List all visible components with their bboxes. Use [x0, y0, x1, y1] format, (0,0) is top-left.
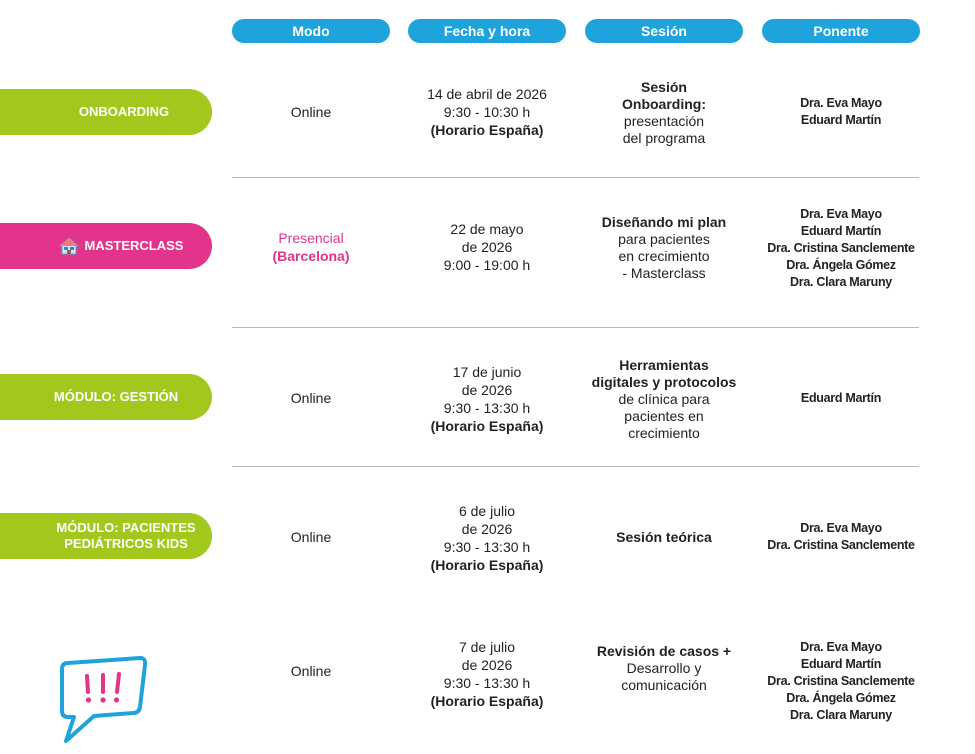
- sesion-cell: Herramientas digitales y protocolos de c…: [585, 355, 743, 443]
- row-label-line: PEDIÁTRICOS KIDS: [64, 536, 188, 551]
- modo-cell: Online: [232, 659, 390, 683]
- row-label-line: MÓDULO: PACIENTES: [56, 520, 196, 535]
- ponente-cell: Dra. Eva Mayo Eduard Martín Dra. Cristin…: [762, 637, 920, 725]
- ponente-name: Dra. Cristina Sanclemente: [767, 240, 915, 255]
- header-modo: Modo: [232, 19, 390, 43]
- fecha-line: de 2026: [461, 382, 513, 398]
- sesion-line: - Masterclass: [622, 265, 706, 281]
- ponente-name: Dra. Eva Mayo: [800, 521, 882, 535]
- row-label-masterclass: MASTERCLASS: [0, 223, 212, 269]
- sesion-cell: Revisión de casos + Desarrollo y comunic…: [585, 639, 743, 697]
- modo-cell: Online: [232, 386, 390, 410]
- fecha-line: de 2026: [461, 657, 513, 673]
- ponente-name: Eduard Martín: [800, 390, 882, 405]
- fecha-line: 14 de abril de 2026: [427, 86, 547, 102]
- fecha-line: (Horario España): [430, 557, 544, 573]
- sesion-line: Desarrollo y: [626, 659, 702, 676]
- modo-text: Online: [290, 104, 332, 120]
- ponente-name: Dra. Clara Maruny: [790, 707, 892, 722]
- ponente-cell: Dra. Eva Mayo Eduard Martín Dra. Cristin…: [762, 204, 920, 292]
- ponente-cell: Dra. Eva Mayo Eduard Martín: [762, 94, 920, 130]
- row-label-onboarding: ONBOARDING: [0, 89, 212, 135]
- speech-bubble-alert-icon: [54, 655, 150, 745]
- ponente-name: Dra. Eva Mayo: [800, 639, 882, 654]
- fecha-line: 9:30 - 13:30 h: [443, 675, 531, 691]
- fecha-line: 17 de junio: [452, 364, 522, 380]
- fecha-line: 9:00 - 19:00 h: [443, 257, 531, 273]
- sesion-line: Herramientas: [619, 356, 709, 373]
- row-label-text: MÓDULO: PACIENTES PEDIÁTRICOS KIDS: [56, 520, 195, 552]
- fecha-cell: 22 de mayo de 2026 9:00 - 19:00 h: [408, 219, 566, 275]
- fecha-line: (Horario España): [430, 418, 544, 434]
- ponente-name: Eduard Martín: [800, 113, 882, 127]
- ponente-name: Dra. Ángela Gómez: [786, 690, 896, 705]
- ponente-cell: Eduard Martín: [762, 389, 920, 407]
- fecha-line: de 2026: [461, 521, 513, 537]
- sesion-line: digitales y protocolos: [591, 373, 737, 390]
- ponente-name: Dra. Clara Maruny: [790, 274, 892, 289]
- fecha-line: 9:30 - 13:30 h: [443, 400, 531, 416]
- ponente-cell: Dra. Eva Mayo Dra. Cristina Sanclemente: [762, 519, 920, 555]
- fecha-line: (Horario España): [430, 693, 544, 709]
- fecha-line: 7 de julio: [458, 639, 516, 655]
- header-fecha: Fecha y hora: [408, 19, 566, 43]
- fecha-line: 22 de mayo: [450, 221, 524, 237]
- row-label-text: MÓDULO: GESTIÓN: [53, 389, 179, 404]
- row-divider: [232, 177, 919, 178]
- sesion-line: Diseñando mi plan: [601, 214, 727, 230]
- ponente-name: Eduard Martín: [800, 656, 882, 671]
- modo-cell: Online: [232, 88, 390, 136]
- sesion-cell: Sesión teórica: [585, 527, 743, 547]
- house-icon: [58, 237, 79, 255]
- ponente-name: Dra. Cristina Sanclemente: [767, 673, 915, 688]
- fecha-line: 9:30 - 10:30 h: [443, 104, 531, 120]
- row-label-pediatricos: MÓDULO: PACIENTES PEDIÁTRICOS KIDS: [0, 513, 212, 559]
- row-label-text: ONBOARDING: [78, 104, 170, 119]
- modo-text: Online: [290, 663, 332, 679]
- sesion-line: del programa: [622, 130, 706, 146]
- sesion-line: Sesión: [641, 79, 687, 95]
- sesion-line: para pacientes: [618, 231, 710, 247]
- fecha-cell: 14 de abril de 2026 9:30 - 10:30 h (Hora…: [408, 84, 566, 140]
- sesion-line: en crecimiento: [618, 248, 710, 264]
- sesion-line: comunicación: [621, 676, 707, 693]
- modo-cell: Presencial (Barcelona): [232, 226, 390, 268]
- sesion-line: de clínica para: [618, 390, 710, 407]
- sesion-cell: Sesión Onboarding: presentación del prog…: [585, 79, 743, 146]
- fecha-cell: 7 de julio de 2026 9:30 - 13:30 h (Horar…: [408, 637, 566, 711]
- modo-cell: Online: [232, 525, 390, 549]
- header-sesion: Sesión: [585, 19, 743, 43]
- fecha-line: 9:30 - 13:30 h: [443, 539, 531, 555]
- header-ponente: Ponente: [762, 19, 920, 43]
- ponente-name: Dra. Eva Mayo: [800, 96, 882, 110]
- fecha-line: 6 de julio: [458, 503, 516, 519]
- row-label-gestion: MÓDULO: GESTIÓN: [0, 374, 212, 420]
- sesion-line: Sesión teórica: [616, 528, 712, 545]
- sesion-line: Revisión de casos +: [596, 642, 732, 659]
- ponente-name: Eduard Martín: [800, 223, 882, 238]
- fecha-line: (Horario España): [430, 122, 544, 138]
- modo-text: Online: [290, 529, 332, 545]
- sesion-cell: Diseñando mi plan para pacientes en crec…: [585, 213, 743, 283]
- sesion-line: crecimiento: [628, 424, 700, 441]
- row-label-text: MASTERCLASS: [84, 238, 184, 253]
- modo-text: Online: [290, 390, 332, 406]
- modo-text: Presencial: [278, 230, 344, 246]
- row-divider: [232, 466, 919, 467]
- fecha-line: de 2026: [461, 239, 513, 255]
- sesion-line: Onboarding:: [622, 96, 706, 112]
- sesion-line: pacientes en: [624, 407, 704, 424]
- modo-text: (Barcelona): [272, 248, 350, 264]
- fecha-cell: 17 de junio de 2026 9:30 - 13:30 h (Hora…: [408, 362, 566, 436]
- fecha-cell: 6 de julio de 2026 9:30 - 13:30 h (Horar…: [408, 501, 566, 575]
- ponente-name: Dra. Cristina Sanclemente: [767, 538, 915, 552]
- row-divider: [232, 327, 919, 328]
- sesion-line: presentación: [623, 113, 705, 129]
- ponente-name: Dra. Eva Mayo: [800, 206, 882, 221]
- ponente-name: Dra. Ángela Gómez: [786, 257, 896, 272]
